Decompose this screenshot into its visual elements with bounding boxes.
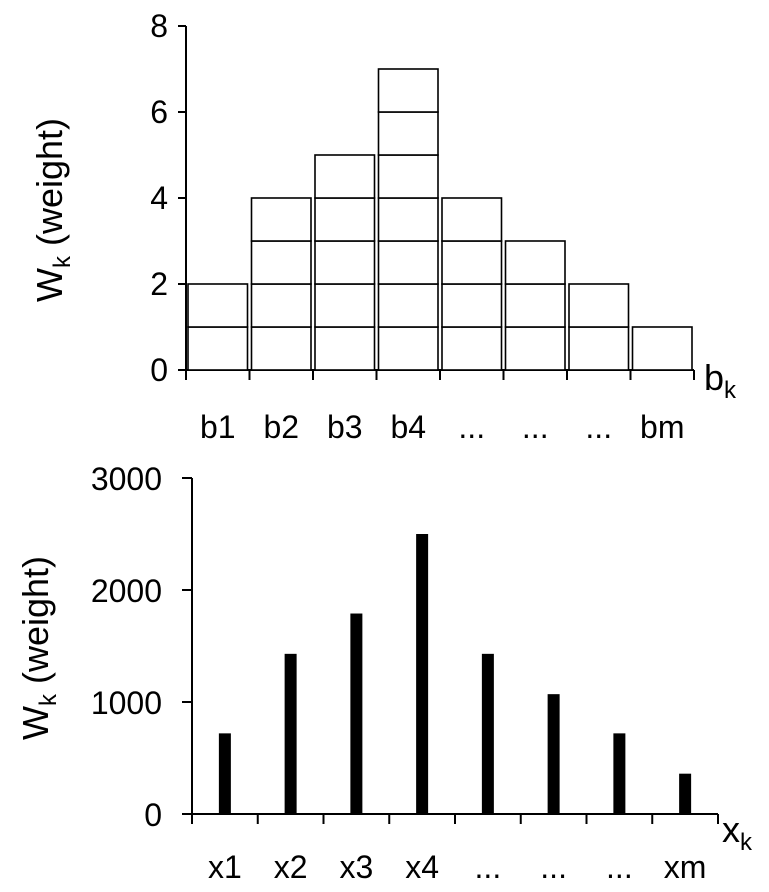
top-bar-block (314, 283, 376, 328)
top-bar-block (504, 240, 566, 285)
top-bar-block (250, 197, 312, 242)
top-x-ticks (185, 370, 695, 380)
bottom-bar (679, 773, 692, 814)
top-bar-block (377, 240, 439, 285)
bottom-bar (481, 653, 494, 814)
top-stacked-bars (187, 68, 693, 371)
top-bar-block (377, 154, 439, 199)
top-x-title-main: b (704, 357, 724, 398)
bottom-category-labels: x1 x2 x3 x4......... xm (208, 849, 706, 885)
top-category-labels: b1 b2 b3 b4......... bm (200, 409, 685, 445)
bottom-category-label: x1 (208, 849, 242, 885)
top-bar-block (377, 283, 439, 328)
bottom-category-label: x2 (274, 849, 308, 885)
top-bar-block (568, 283, 630, 328)
bottom-category-label: ... (606, 849, 633, 885)
top-y-title-main: W (29, 268, 70, 302)
top-bar-block (441, 283, 503, 328)
top-bar-block (377, 111, 439, 156)
bottom-category-label: x3 (339, 849, 373, 885)
top-y-tick-label: 0 (150, 352, 168, 388)
bottom-bar (218, 733, 231, 814)
bottom-y-tick-label: 2000 (91, 573, 162, 609)
bottom-x-title-sub: k (740, 829, 753, 856)
top-category-label: ... (585, 409, 612, 445)
bottom-y-tick-label: 3000 (91, 461, 162, 497)
top-category-label: ... (522, 409, 549, 445)
top-category-label: ... (458, 409, 485, 445)
bottom-y-tick-label: 0 (144, 797, 162, 833)
bottom-bar (416, 534, 429, 814)
top-bar-block (187, 283, 249, 328)
top-y-tick-label: 4 (150, 180, 168, 216)
bottom-y-title-rest: (weight) (15, 556, 56, 694)
top-bar-block (250, 326, 312, 371)
top-y-title-rest: (weight) (29, 118, 70, 256)
bottom-x-title-main: x (722, 809, 740, 850)
bottom-y-tick-label: 1000 (91, 685, 162, 721)
top-bar-block (314, 326, 376, 371)
bottom-category-label: x4 (405, 849, 439, 885)
bottom-y-title-main: W (15, 706, 56, 740)
top-y-axis-title: Wk (weight) (29, 118, 76, 302)
top-bar-block (441, 326, 503, 371)
top-bar-block (314, 240, 376, 285)
top-category-label: bm (640, 409, 684, 445)
top-bar-block (250, 240, 312, 285)
top-bar-block (631, 326, 693, 371)
top-bar-block (377, 326, 439, 371)
top-category-label: b1 (200, 409, 236, 445)
top-category-label: b2 (263, 409, 299, 445)
bottom-category-label: ... (475, 849, 502, 885)
bottom-y-title-sub: k (35, 693, 62, 706)
bottom-x-axis-title: xk (722, 809, 753, 856)
top-y-title-sub: k (49, 255, 76, 268)
top-bar-block (504, 326, 566, 371)
top-bar-block (504, 283, 566, 328)
top-x-axis-title: bk (704, 357, 737, 404)
top-bar-block (568, 326, 630, 371)
top-bar-block (314, 154, 376, 199)
top-bar-block (441, 240, 503, 285)
bottom-y-ticks: 0 1000 2000 3000 (91, 461, 192, 833)
top-bar-block (314, 197, 376, 242)
bottom-x-ticks (191, 814, 719, 824)
bottom-chart: 0 1000 2000 3000 x1 x2 x3 x4......... xm Wk (we… (15, 461, 753, 885)
bottom-y-axis-title: Wk (weight) (15, 556, 62, 740)
top-bar-block (441, 197, 503, 242)
bottom-bar (547, 694, 560, 814)
bottom-category-label: xm (664, 849, 707, 885)
bottom-bar (350, 613, 363, 814)
bottom-bars (218, 534, 692, 814)
bottom-category-label: ... (540, 849, 567, 885)
top-y-tick-label: 6 (150, 94, 168, 130)
top-bar-block (377, 68, 439, 113)
bottom-bar (613, 733, 626, 814)
top-bar-block (187, 326, 249, 371)
top-category-label: b4 (390, 409, 426, 445)
top-y-tick-label: 2 (150, 266, 168, 302)
top-bar-block (377, 197, 439, 242)
top-category-label: b3 (327, 409, 363, 445)
top-y-ticks: 0 2 4 6 8 (150, 8, 186, 388)
bottom-bar (284, 653, 297, 814)
top-bar-block (250, 283, 312, 328)
top-y-tick-label: 8 (150, 8, 168, 44)
top-x-title-sub: k (724, 377, 737, 404)
